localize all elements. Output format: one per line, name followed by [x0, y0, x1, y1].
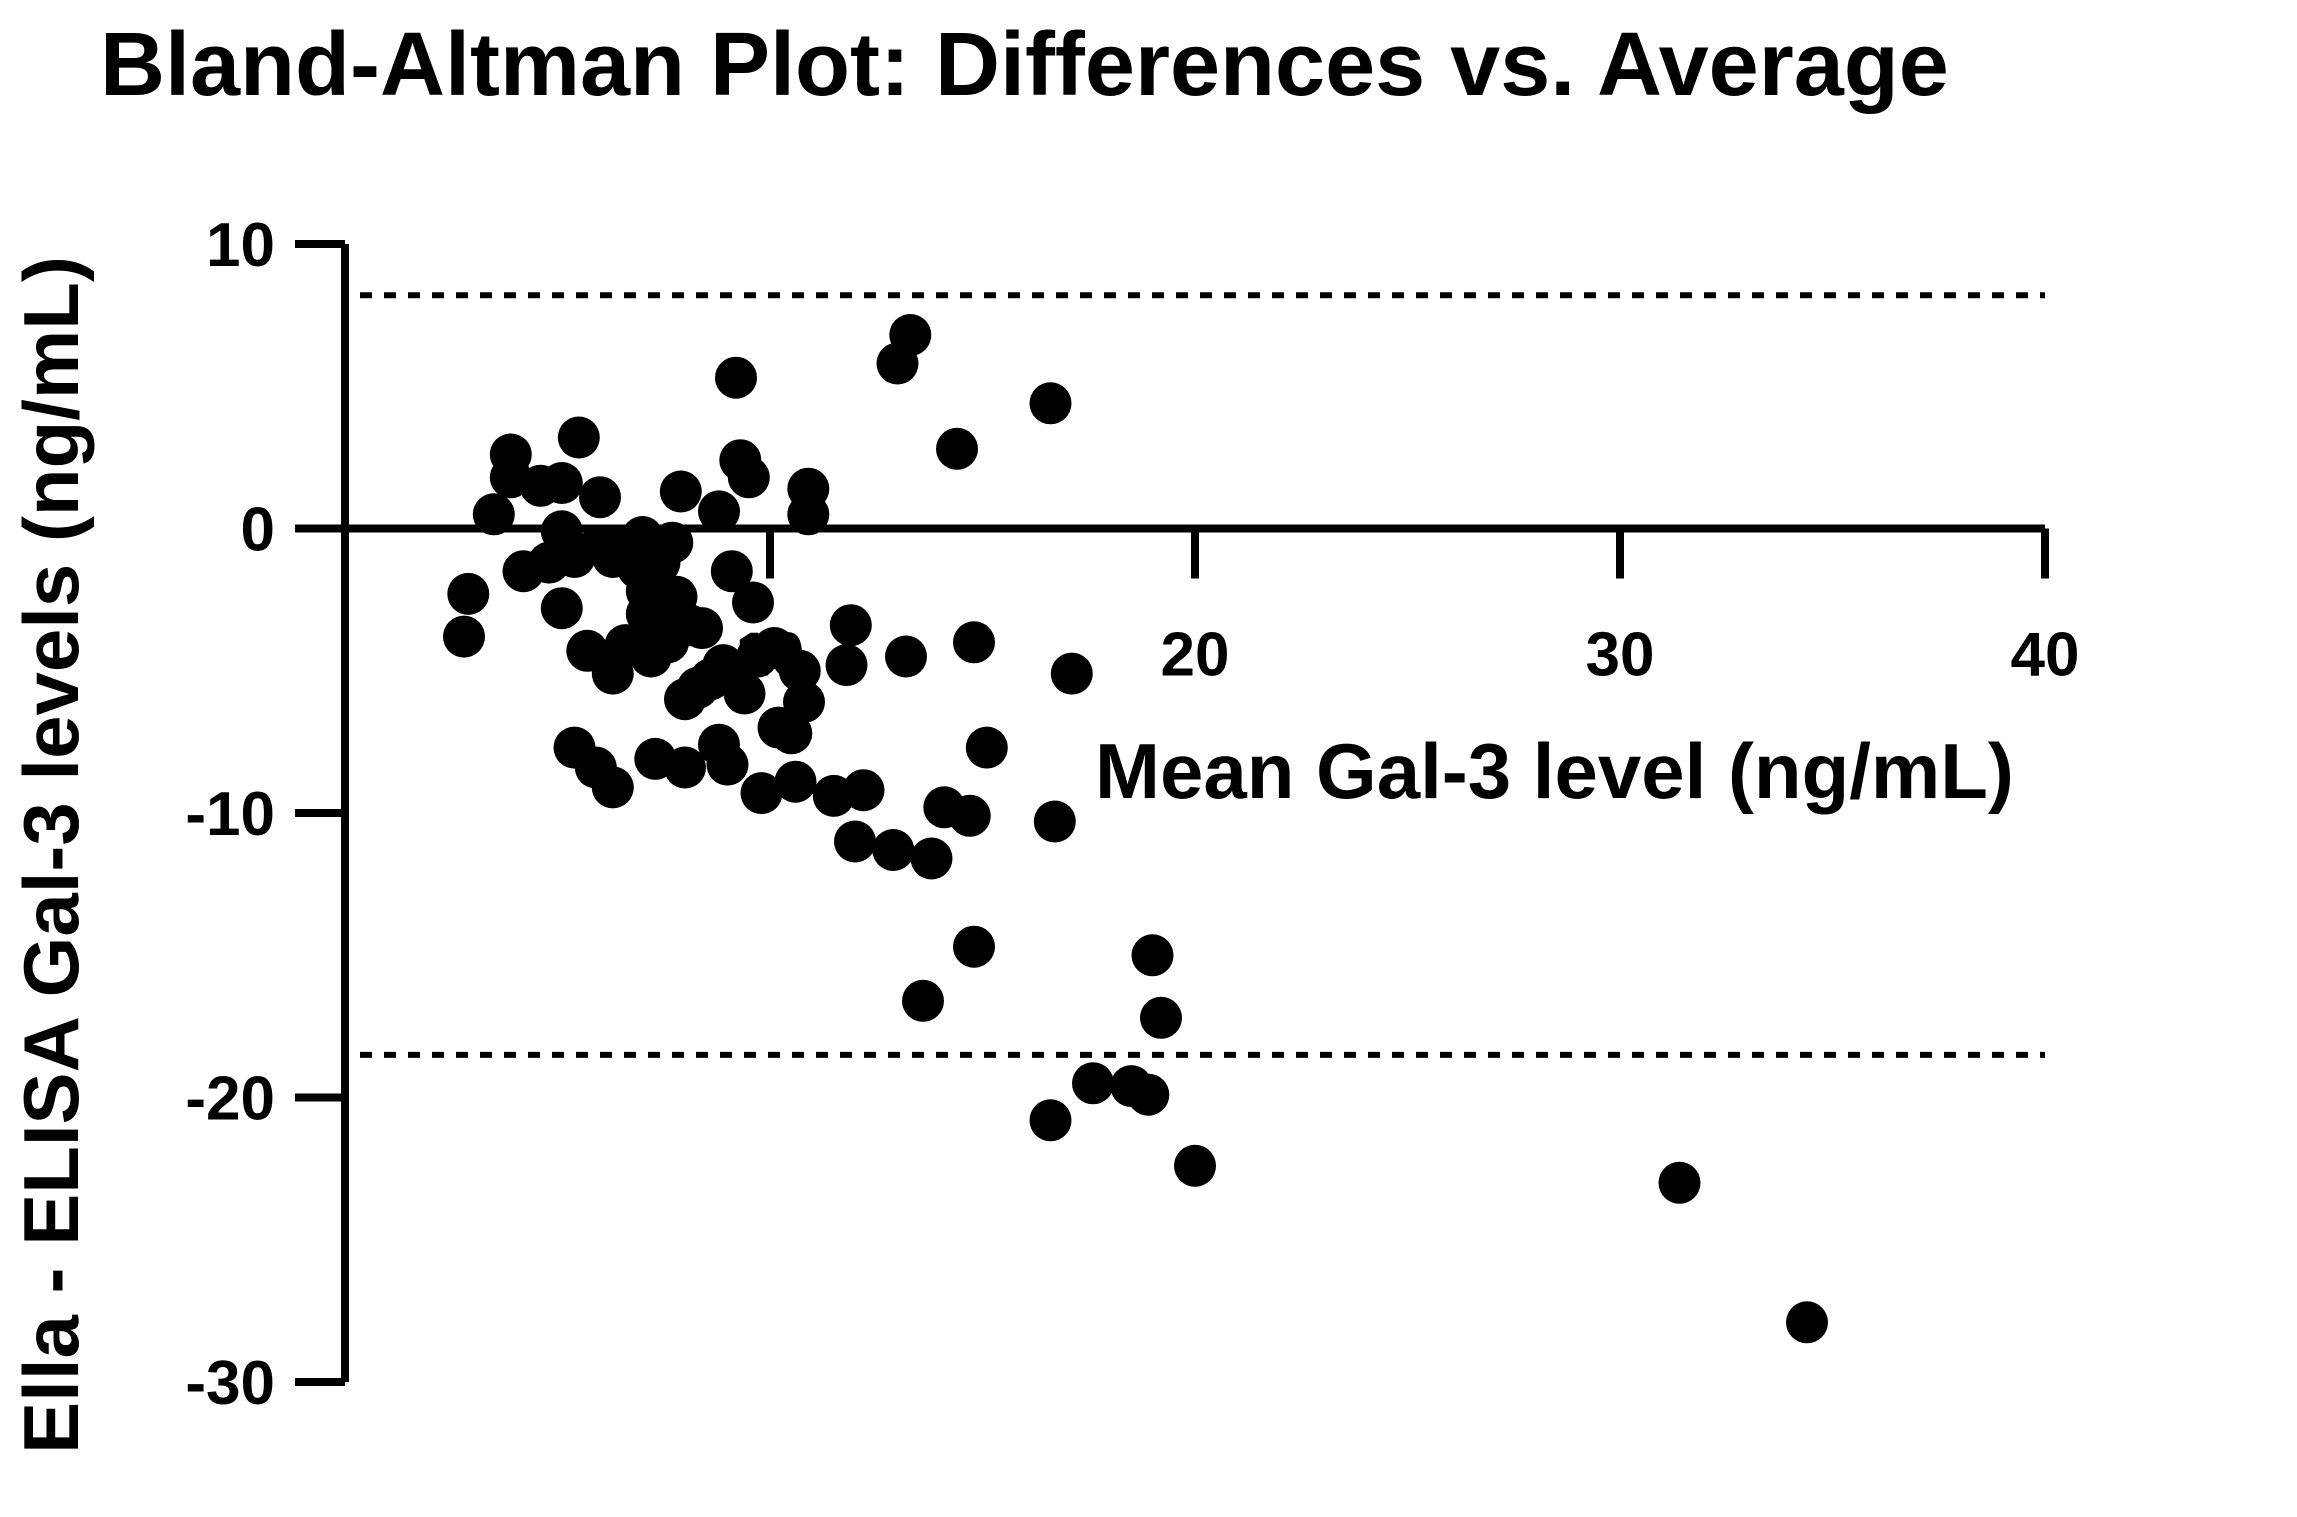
data-point: [1127, 1073, 1170, 1116]
data-point: [472, 493, 515, 536]
data-point: [910, 837, 953, 880]
data-point: [579, 476, 621, 519]
data-point: [664, 746, 706, 789]
data-point: [953, 925, 995, 968]
data-point: [1050, 652, 1093, 695]
data-point: [825, 644, 868, 687]
data-point: [1786, 1301, 1828, 1344]
y-axis-ticks: 10 0 -10 -20 -30: [185, 211, 345, 1418]
data-point: [885, 635, 927, 678]
data-point: [591, 766, 634, 809]
data-point: [778, 649, 821, 692]
data-point: [740, 772, 783, 815]
data-point: [787, 493, 830, 536]
data-point: [681, 607, 723, 650]
x-tick-label: 30: [1586, 621, 1655, 690]
y-tick-label: -20: [185, 1065, 275, 1134]
x-tick-label: 20: [1161, 621, 1230, 690]
data-point: [540, 462, 583, 504]
data-point: [948, 794, 991, 837]
data-point: [842, 769, 885, 812]
data-point: [732, 581, 774, 624]
data-point: [965, 726, 1008, 769]
chart-title: Bland-Altman Plot: Differences vs. Avera…: [100, 15, 1949, 115]
data-point: [774, 760, 817, 803]
data-point: [902, 979, 944, 1022]
y-axis-label: Ella - ELISA Gal-3 levels (ng/mL): [7, 256, 95, 1454]
data-point: [1658, 1161, 1701, 1204]
data-point: [540, 587, 583, 630]
data-point: [715, 356, 757, 399]
data-point: [723, 672, 766, 715]
data-point: [1033, 800, 1076, 843]
x-tick-label: 40: [2011, 621, 2080, 690]
data-point: [1174, 1144, 1216, 1187]
data-point: [659, 470, 702, 513]
data-point: [710, 550, 753, 593]
data-points: [443, 314, 1828, 1344]
data-point: [1029, 1099, 1072, 1142]
data-point: [1131, 934, 1174, 977]
reference-lines: [360, 292, 2045, 1058]
data-point: [706, 743, 749, 786]
data-point: [727, 456, 770, 499]
y-tick-label: 0: [241, 496, 275, 565]
data-point: [1072, 1062, 1114, 1105]
x-axis-label: Mean Gal-3 level (ng/mL): [1095, 727, 2014, 815]
data-point: [557, 416, 600, 459]
data-point: [651, 521, 694, 564]
y-tick-label: 10: [206, 211, 275, 280]
data-point: [783, 681, 825, 723]
data-point: [834, 820, 876, 863]
data-point: [829, 604, 872, 647]
data-point: [872, 829, 915, 871]
data-point: [1029, 382, 1072, 425]
data-point: [936, 427, 978, 470]
data-point: [1140, 996, 1182, 1039]
data-point: [889, 314, 932, 356]
data-point: [443, 615, 485, 658]
data-point: [447, 572, 490, 615]
data-point: [698, 490, 740, 533]
data-point: [953, 621, 995, 664]
y-tick-label: -30: [185, 1349, 275, 1418]
x-axis-ticks: 10203040: [736, 528, 2080, 690]
y-tick-label: -10: [185, 780, 275, 849]
